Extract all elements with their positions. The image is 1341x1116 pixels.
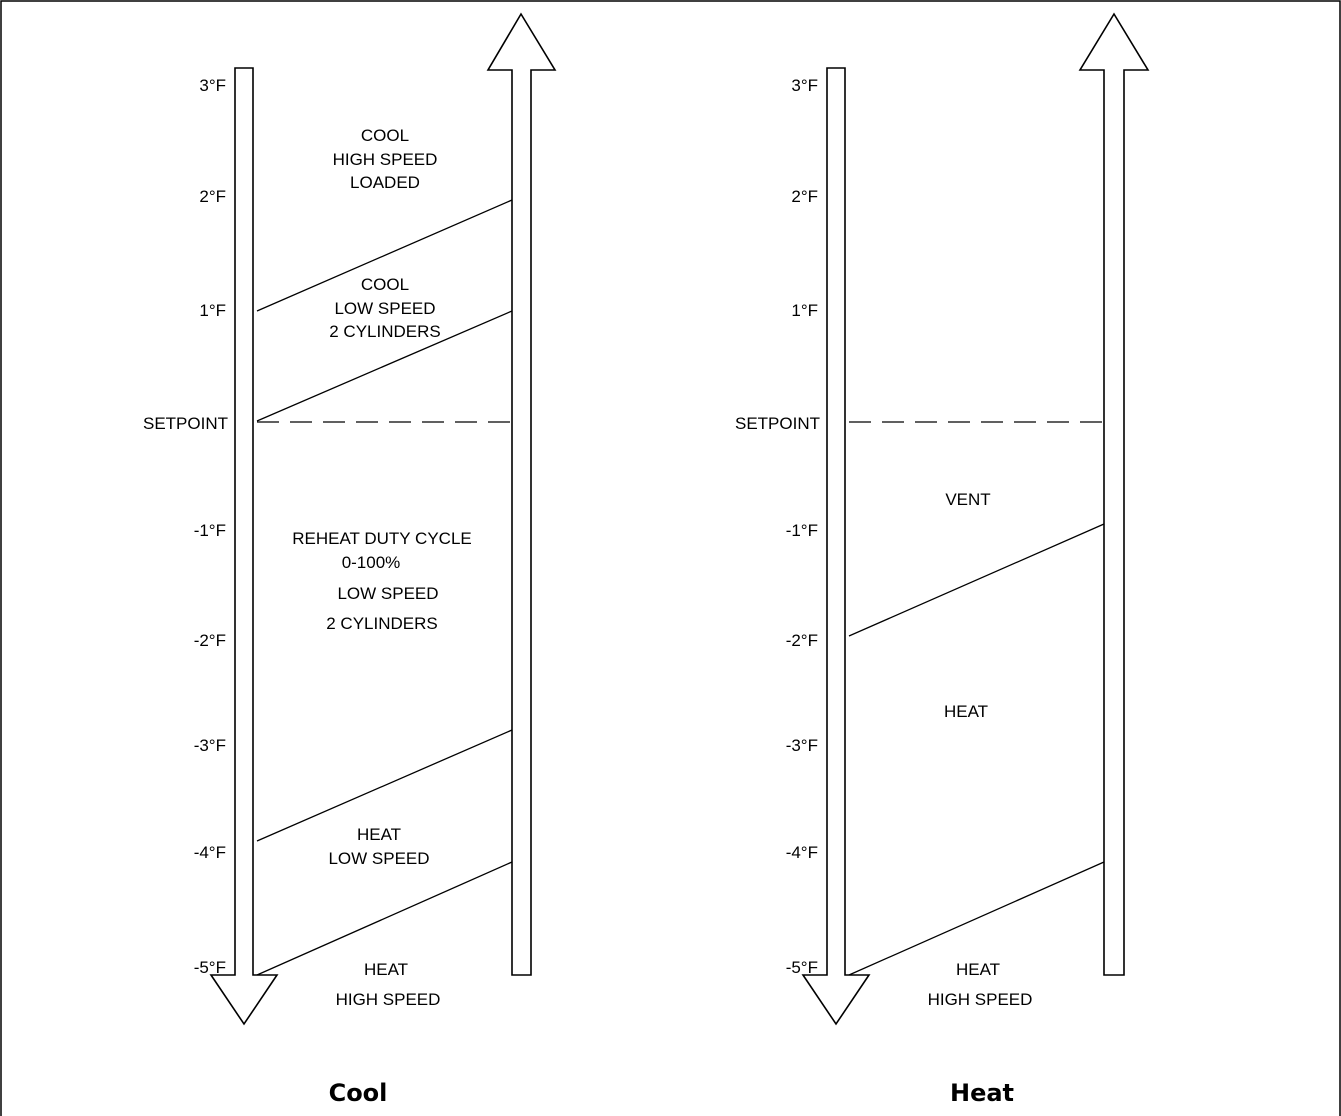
heat-region-label: HEAT <box>944 702 988 721</box>
cool-boundary-line <box>256 199 513 312</box>
heat-tick-label: -3°F <box>786 736 818 755</box>
cool-region-label: 2 CYLINDERS <box>329 322 440 341</box>
cool-boundary-line <box>256 310 513 422</box>
cool-region-label: HEAT <box>364 960 408 979</box>
cool-region-label: LOW SPEED <box>337 584 438 603</box>
cool-region-label: 2 CYLINDERS <box>326 614 437 633</box>
heat-boundary-line <box>848 523 1105 637</box>
cool-region-label: HIGH SPEED <box>336 990 441 1009</box>
heat-tick-label: SETPOINT <box>735 414 820 433</box>
cool-region-label: COOL <box>361 275 409 294</box>
cool-decreasing-arrow <box>209 67 279 1026</box>
heat-decreasing-arrow <box>801 67 871 1026</box>
cool-tick-label: -1°F <box>194 521 226 540</box>
heat-region-label: VENT <box>945 490 990 509</box>
cool-tick-label: -3°F <box>194 736 226 755</box>
heat-tick-label: 2°F <box>791 187 818 206</box>
cool-region-label: 0-100% <box>342 553 401 572</box>
heat-tick-label: -5°F <box>786 958 818 977</box>
cool-region-label: HIGH SPEED <box>333 150 438 169</box>
cool-panel: 3°F 2°F 1°F SETPOINT -1°F -2°F -3°F -4°F… <box>143 12 557 1107</box>
cool-region-label: HEAT <box>357 825 401 844</box>
heat-panel-title: Heat <box>950 1079 1014 1107</box>
heat-tick-label: 3°F <box>791 76 818 95</box>
cool-tick-label: 1°F <box>199 301 226 320</box>
heat-increasing-arrow <box>1078 12 1150 976</box>
cool-region-label: LOADED <box>350 173 420 192</box>
cool-panel-title: Cool <box>329 1079 388 1107</box>
cool-tick-label: 3°F <box>199 76 226 95</box>
cool-boundary-line <box>256 861 513 976</box>
cool-region-label: REHEAT DUTY CYCLE <box>292 529 472 548</box>
heat-region-label: HEAT <box>956 960 1000 979</box>
cool-tick-label: -2°F <box>194 631 226 650</box>
cool-region-label: COOL <box>361 126 409 145</box>
cool-tick-label: -5°F <box>194 958 226 977</box>
heat-tick-label: -1°F <box>786 521 818 540</box>
cool-tick-label: -4°F <box>194 843 226 862</box>
cool-increasing-arrow <box>486 12 557 976</box>
cool-region-label: LOW SPEED <box>334 299 435 318</box>
cool-region-label: LOW SPEED <box>328 849 429 868</box>
heat-tick-label: -4°F <box>786 843 818 862</box>
cool-tick-label: SETPOINT <box>143 414 228 433</box>
cool-tick-label: 2°F <box>199 187 226 206</box>
heat-panel: 3°F 2°F 1°F SETPOINT -1°F -2°F -3°F -4°F… <box>735 12 1150 1107</box>
heat-region-label: HIGH SPEED <box>928 990 1033 1009</box>
heat-boundary-line <box>848 861 1105 976</box>
heat-tick-label: 1°F <box>791 301 818 320</box>
heat-tick-label: -2°F <box>786 631 818 650</box>
cool-boundary-line <box>256 729 513 842</box>
